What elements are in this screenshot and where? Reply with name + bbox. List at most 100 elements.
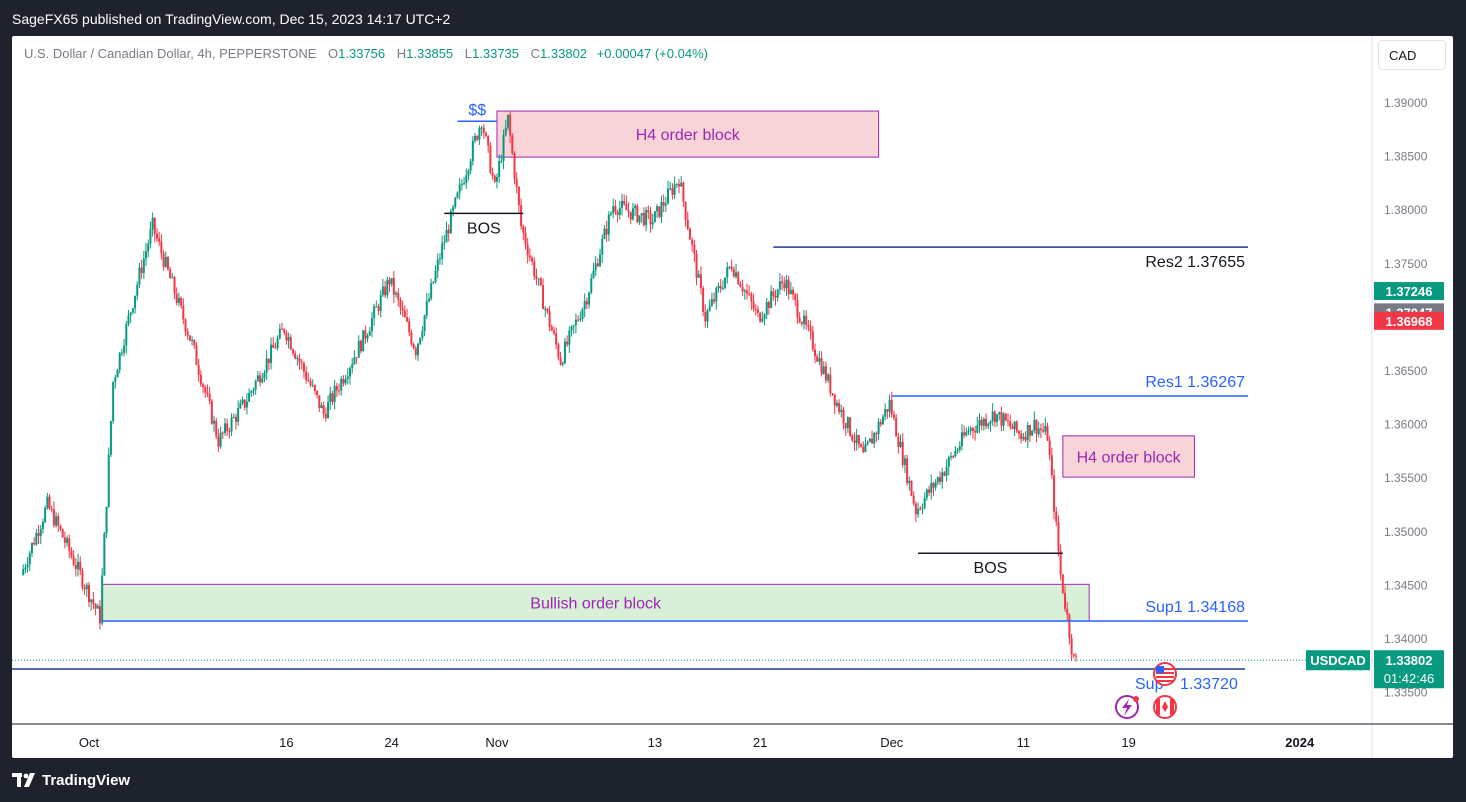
candle-body xyxy=(647,210,650,213)
order-block-label: H4 order block xyxy=(636,127,741,144)
candle-body xyxy=(649,212,652,225)
candle-body xyxy=(68,538,71,551)
candle-body xyxy=(351,364,354,369)
candle-body xyxy=(704,311,707,322)
candle-body xyxy=(699,274,702,289)
candle-body xyxy=(877,421,880,434)
candle-body xyxy=(965,431,968,436)
last-price-badge xyxy=(1374,650,1444,689)
candle-body xyxy=(500,160,503,162)
candle-body xyxy=(1007,420,1010,422)
y-tick-label: 1.38000 xyxy=(1384,203,1428,217)
candle-body xyxy=(489,145,492,173)
level-label: Res2 1.37655 xyxy=(1145,254,1245,271)
canada-flag-icon[interactable] xyxy=(1153,695,1177,719)
candle-body xyxy=(763,314,766,319)
candle-body xyxy=(265,358,268,373)
candle-body xyxy=(344,379,347,384)
candle-body xyxy=(552,330,555,334)
candle-body xyxy=(610,213,613,215)
candle-body xyxy=(283,329,286,333)
candle-body xyxy=(901,441,904,465)
candle-body xyxy=(88,584,90,603)
candle-body xyxy=(1048,440,1051,456)
candle-body xyxy=(941,472,944,482)
candle-body xyxy=(221,432,224,434)
currency-button[interactable]: CAD xyxy=(1378,40,1446,70)
candle-body xyxy=(41,521,44,529)
annotation-label: BOS xyxy=(467,220,501,237)
candle-body xyxy=(228,430,231,432)
chart-frame[interactable]: H4 order block H4 order block Bullish orde… xyxy=(12,36,1453,758)
candle-body xyxy=(702,288,705,312)
close-label: C xyxy=(530,46,541,61)
candle-body xyxy=(800,322,803,324)
candle-body xyxy=(631,208,634,220)
candle-body xyxy=(596,263,599,267)
candle-body xyxy=(772,291,775,296)
candle-body xyxy=(458,184,461,193)
lightning-event-icon[interactable] xyxy=(1115,695,1139,719)
candle-body xyxy=(81,570,84,588)
candle-body xyxy=(153,217,156,234)
candle-body xyxy=(256,375,259,382)
last-price-text: 1.33802 xyxy=(1386,653,1433,668)
candle-body xyxy=(333,386,336,402)
candle-body xyxy=(550,326,553,331)
candle-body xyxy=(706,310,709,322)
candle-body xyxy=(585,301,588,305)
candle-body xyxy=(1028,425,1031,436)
candle-body xyxy=(502,134,505,161)
price-chart[interactable]: H4 order block H4 order block Bullish orde… xyxy=(12,36,1453,758)
order-block-zone[interactable] xyxy=(1062,435,1195,478)
order-block-zone[interactable] xyxy=(496,110,880,158)
candle-body xyxy=(939,477,942,482)
candle-body xyxy=(978,419,981,426)
candle-body xyxy=(474,135,477,141)
candle-body xyxy=(355,357,358,359)
candle-body xyxy=(296,358,299,360)
candle-body xyxy=(151,217,154,230)
candle-body xyxy=(886,409,889,412)
candle-body xyxy=(305,371,308,380)
tradingview-logo-icon[interactable] xyxy=(12,772,38,788)
candle-body xyxy=(289,337,292,350)
x-tick-label: Dec xyxy=(880,735,904,750)
candle-body xyxy=(471,140,474,162)
candle-body xyxy=(919,508,922,510)
candle-body xyxy=(357,340,360,358)
order-block-zone[interactable] xyxy=(101,583,1090,622)
candle-body xyxy=(134,295,137,309)
candle-body xyxy=(195,345,198,366)
x-tick-label: 13 xyxy=(648,735,662,750)
candle-body xyxy=(52,509,55,526)
candle-body xyxy=(645,210,648,226)
y-tick-label: 1.33500 xyxy=(1384,686,1428,700)
candle-body xyxy=(636,205,639,223)
candle-body xyxy=(678,183,681,187)
candle-body xyxy=(750,293,753,302)
candle-body xyxy=(816,356,819,362)
us-flag-icon[interactable] xyxy=(1153,662,1177,686)
high-value: 1.33855 xyxy=(406,46,454,61)
candle-body xyxy=(302,363,305,372)
x-tick-label: 2024 xyxy=(1285,735,1315,750)
candle-body xyxy=(443,242,446,244)
candle-body xyxy=(274,347,277,349)
candle-body xyxy=(254,381,257,390)
candle-body xyxy=(588,292,591,305)
candle-body xyxy=(563,341,566,364)
tradingview-brand[interactable]: TradingView xyxy=(42,772,131,789)
published-text: SageFX65 published on TradingView.com, D… xyxy=(12,11,451,27)
candle-body xyxy=(276,338,279,349)
candle-body xyxy=(188,335,191,341)
candle-body xyxy=(449,210,452,234)
candle-body xyxy=(155,233,158,239)
candle-body xyxy=(90,599,93,603)
candle-body xyxy=(487,135,490,146)
candle-body xyxy=(756,309,759,313)
candle-body xyxy=(362,330,365,352)
candle-body xyxy=(180,297,183,306)
candle-body xyxy=(653,211,656,223)
candle-body xyxy=(546,308,549,312)
